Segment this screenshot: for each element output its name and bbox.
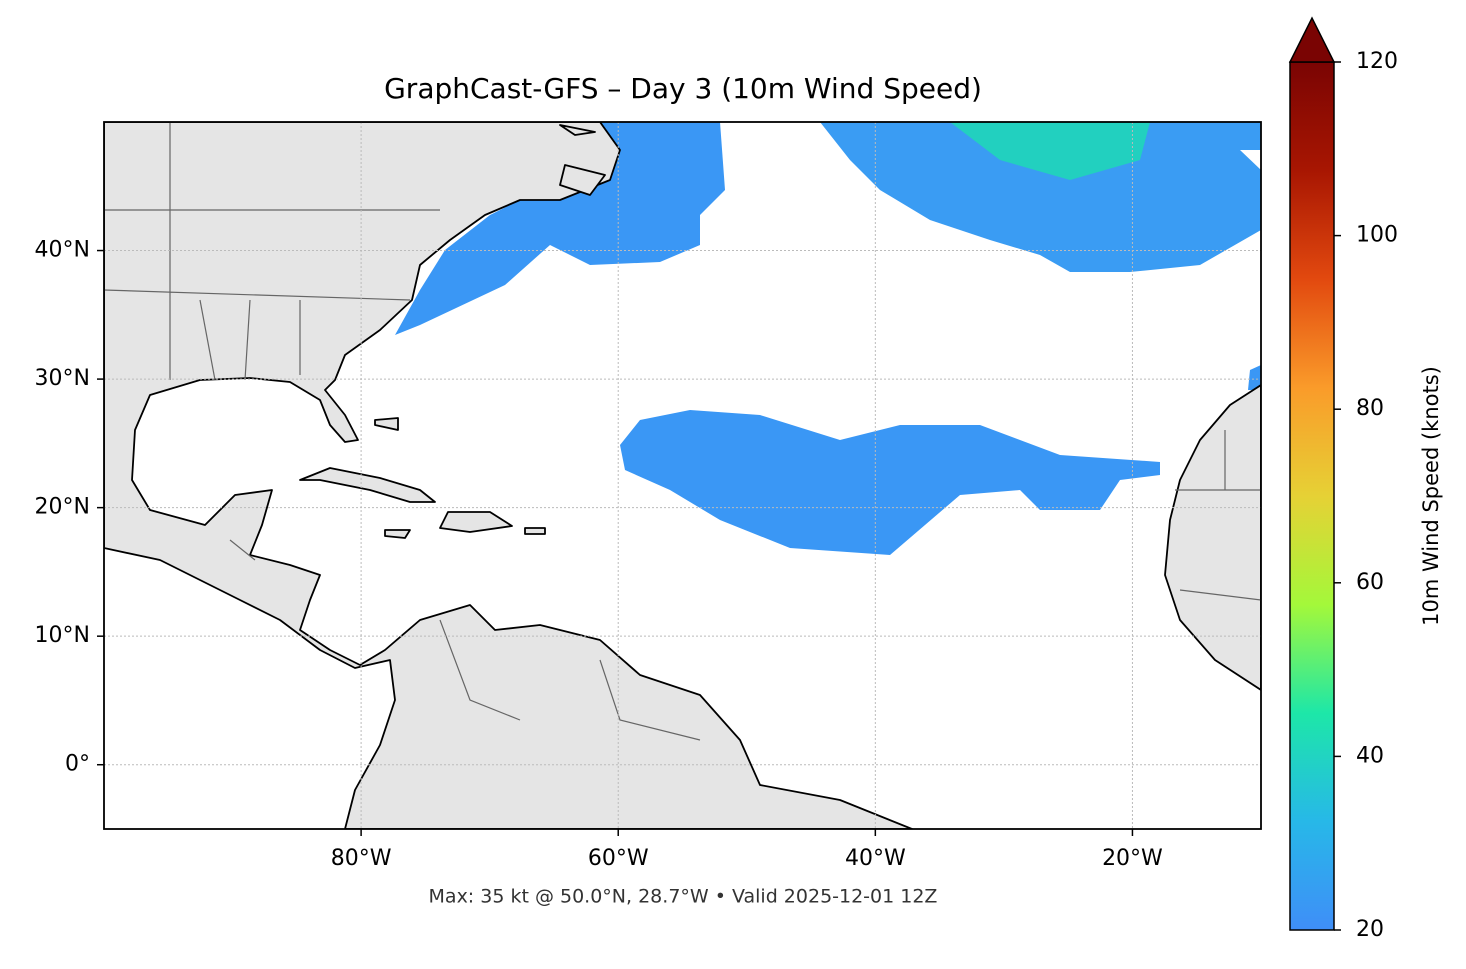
land (374, 124, 606, 539)
y-tick-label: 10°N (35, 623, 90, 648)
wind-area (820, 122, 1261, 272)
colorbar (1289, 61, 1335, 931)
x-tick-label: 40°W (845, 846, 906, 871)
y-tick-label: 30°N (35, 366, 90, 391)
x-tick-label: 60°W (588, 846, 649, 871)
y-tick-label: 0° (65, 752, 90, 777)
colorbar-label: 10m Wind Speed (knots) (1419, 366, 1443, 626)
colorbar-tick-label: 20 (1356, 917, 1384, 942)
map-frame (103, 121, 1262, 830)
colorbar-tick-label: 120 (1356, 49, 1398, 74)
x-tick-label: 20°W (1102, 846, 1163, 871)
wind-area (620, 410, 1160, 555)
chart-title: GraphCast-GFS – Day 3 (10m Wind Speed) (384, 72, 982, 105)
map (104, 122, 1261, 829)
x-tick-label: 80°W (331, 846, 392, 871)
land (1164, 384, 1261, 691)
y-tick-label: 40°N (35, 238, 90, 263)
colorbar-tick-label: 100 (1356, 223, 1398, 248)
land (104, 122, 913, 829)
colorbar-extend (1288, 16, 1336, 63)
wind-field (395, 122, 1261, 555)
land (299, 467, 436, 503)
wind-area (1248, 365, 1261, 390)
colorbar-tick-label: 40 (1356, 743, 1384, 768)
colorbar-tick-label: 80 (1356, 396, 1384, 421)
land (439, 511, 513, 533)
wind-area (950, 122, 1150, 180)
colorbar-tick-label: 60 (1356, 570, 1384, 595)
wind-area (395, 122, 725, 335)
annotation: Max: 35 kt @ 50.0°N, 28.7°W • Valid 2025… (429, 886, 938, 908)
y-tick-label: 20°N (35, 495, 90, 520)
